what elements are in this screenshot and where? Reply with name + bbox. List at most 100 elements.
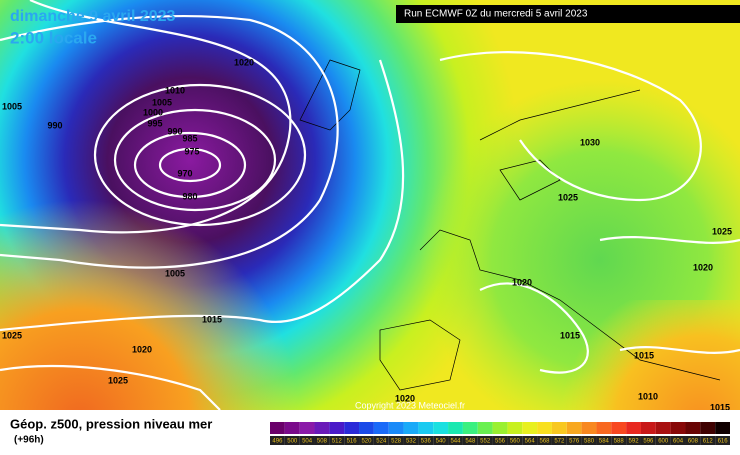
legend-label: 544 [450, 439, 461, 445]
isobar-label: 1000 [143, 107, 163, 117]
legend-label-bg [344, 436, 360, 445]
legend-label: 532 [406, 439, 417, 445]
isobar-label: 1020 [693, 262, 713, 272]
run: Run ECMWF 0Z du mercredi 5 avril 2023 [404, 9, 588, 20]
isobar-label: 1030 [580, 137, 600, 147]
legend-label: 496 [272, 439, 283, 445]
isobar-label: 1010 [165, 85, 185, 95]
legend-label: 568 [540, 439, 551, 445]
legend-swatch [551, 422, 567, 434]
legend-label: 516 [347, 439, 358, 445]
legend-label-bg [640, 436, 656, 445]
legend-swatch [403, 422, 419, 434]
legend-label: 580 [584, 439, 595, 445]
legend-swatch [566, 422, 582, 434]
legend-label: 576 [569, 439, 580, 445]
legend-label-bg [611, 436, 627, 445]
legend-swatch [373, 422, 389, 434]
legend-label: 508 [317, 439, 328, 445]
legend-label: 528 [391, 439, 402, 445]
legend-label-bg [388, 436, 404, 445]
legend-label: 616 [718, 439, 729, 445]
legend-swatch [477, 422, 493, 434]
legend-label: 548 [465, 439, 476, 445]
legend-label: 556 [495, 439, 506, 445]
isobar-label: 1020 [234, 57, 254, 67]
legend-label: 588 [614, 439, 625, 445]
legend-swatch [359, 422, 374, 434]
legend-label-bg [685, 436, 701, 445]
legend-label: 552 [480, 439, 491, 445]
isobar-label: 1010 [638, 391, 658, 401]
legend-label-bg [626, 436, 641, 445]
legend-label: 604 [673, 439, 684, 445]
run-box [396, 5, 740, 23]
legend-swatch [299, 422, 315, 434]
legend-label: 512 [332, 439, 343, 445]
legend-label: 584 [599, 439, 610, 445]
legend-label: 596 [643, 439, 654, 445]
legend-swatch [537, 422, 552, 434]
legend-label: 564 [525, 439, 536, 445]
legend-label-bg [299, 436, 315, 445]
legend-label-bg [433, 436, 449, 445]
isobar-label: 1015 [710, 402, 730, 412]
isobar-label: 1015 [560, 330, 580, 340]
isobar-label: 975 [184, 146, 199, 156]
legend-label-bg [655, 436, 671, 445]
time: 2:00 locale [10, 28, 97, 47]
isobar-label: 1025 [712, 226, 732, 236]
legend-label: 572 [554, 439, 565, 445]
legend-swatch [433, 422, 449, 434]
legend-label-bg [270, 436, 285, 445]
legend-swatch [418, 422, 434, 434]
legend-swatch [640, 422, 656, 434]
isobar-label: 970 [177, 168, 192, 178]
legend-label: 524 [376, 439, 387, 445]
legend-swatch [611, 422, 627, 434]
isobar-label: 1015 [634, 350, 654, 360]
legend-label: 520 [361, 439, 372, 445]
legend-swatch [581, 422, 597, 434]
legend-label: 612 [703, 439, 714, 445]
legend-label: 608 [688, 439, 699, 445]
legend-label-bg [284, 436, 300, 445]
legend-swatch [596, 422, 612, 434]
legend-swatch [284, 422, 300, 434]
legend-swatch [448, 422, 463, 434]
isobar-label: 1005 [2, 101, 22, 111]
legend-swatch [344, 422, 360, 434]
date: dimanche 9 avril 2023 [10, 8, 176, 25]
isobar-label: 980 [182, 191, 197, 201]
legend-swatch [715, 422, 730, 434]
isobar-label: 990 [167, 126, 182, 136]
isobar-labels: 1005990102010101005100099599098597597098… [2, 57, 732, 412]
isobar-label: 1020 [512, 277, 532, 287]
isobar-label: 1020 [395, 393, 415, 403]
legend-label: 500 [287, 439, 298, 445]
legend-label-bg [700, 436, 716, 445]
legend-swatch [270, 422, 285, 434]
legend-swatch [670, 422, 686, 434]
isobar-label: 1025 [108, 375, 128, 385]
legend-label-bg [492, 436, 508, 445]
legend-swatch [329, 422, 345, 434]
legend-label: 592 [629, 439, 640, 445]
isobar-label: 990 [47, 120, 62, 130]
legend-label-bg [566, 436, 582, 445]
legend-label-bg [551, 436, 567, 445]
legend-label-bg [448, 436, 463, 445]
map [0, 0, 740, 411]
legend-swatch [462, 422, 478, 434]
footer-title: Géop. z500, pression niveau mer [10, 416, 212, 431]
legend-swatch [388, 422, 404, 434]
legend-label-bg [329, 436, 345, 445]
isobar-label: 985 [182, 133, 197, 143]
isobar-label: 1020 [132, 344, 152, 354]
isobar-label: 1005 [165, 268, 185, 278]
legend-label: 536 [421, 439, 432, 445]
legend-label-bg [359, 436, 374, 445]
legend-swatch [507, 422, 523, 434]
legend-label-bg [596, 436, 612, 445]
legend-label-bg [537, 436, 552, 445]
